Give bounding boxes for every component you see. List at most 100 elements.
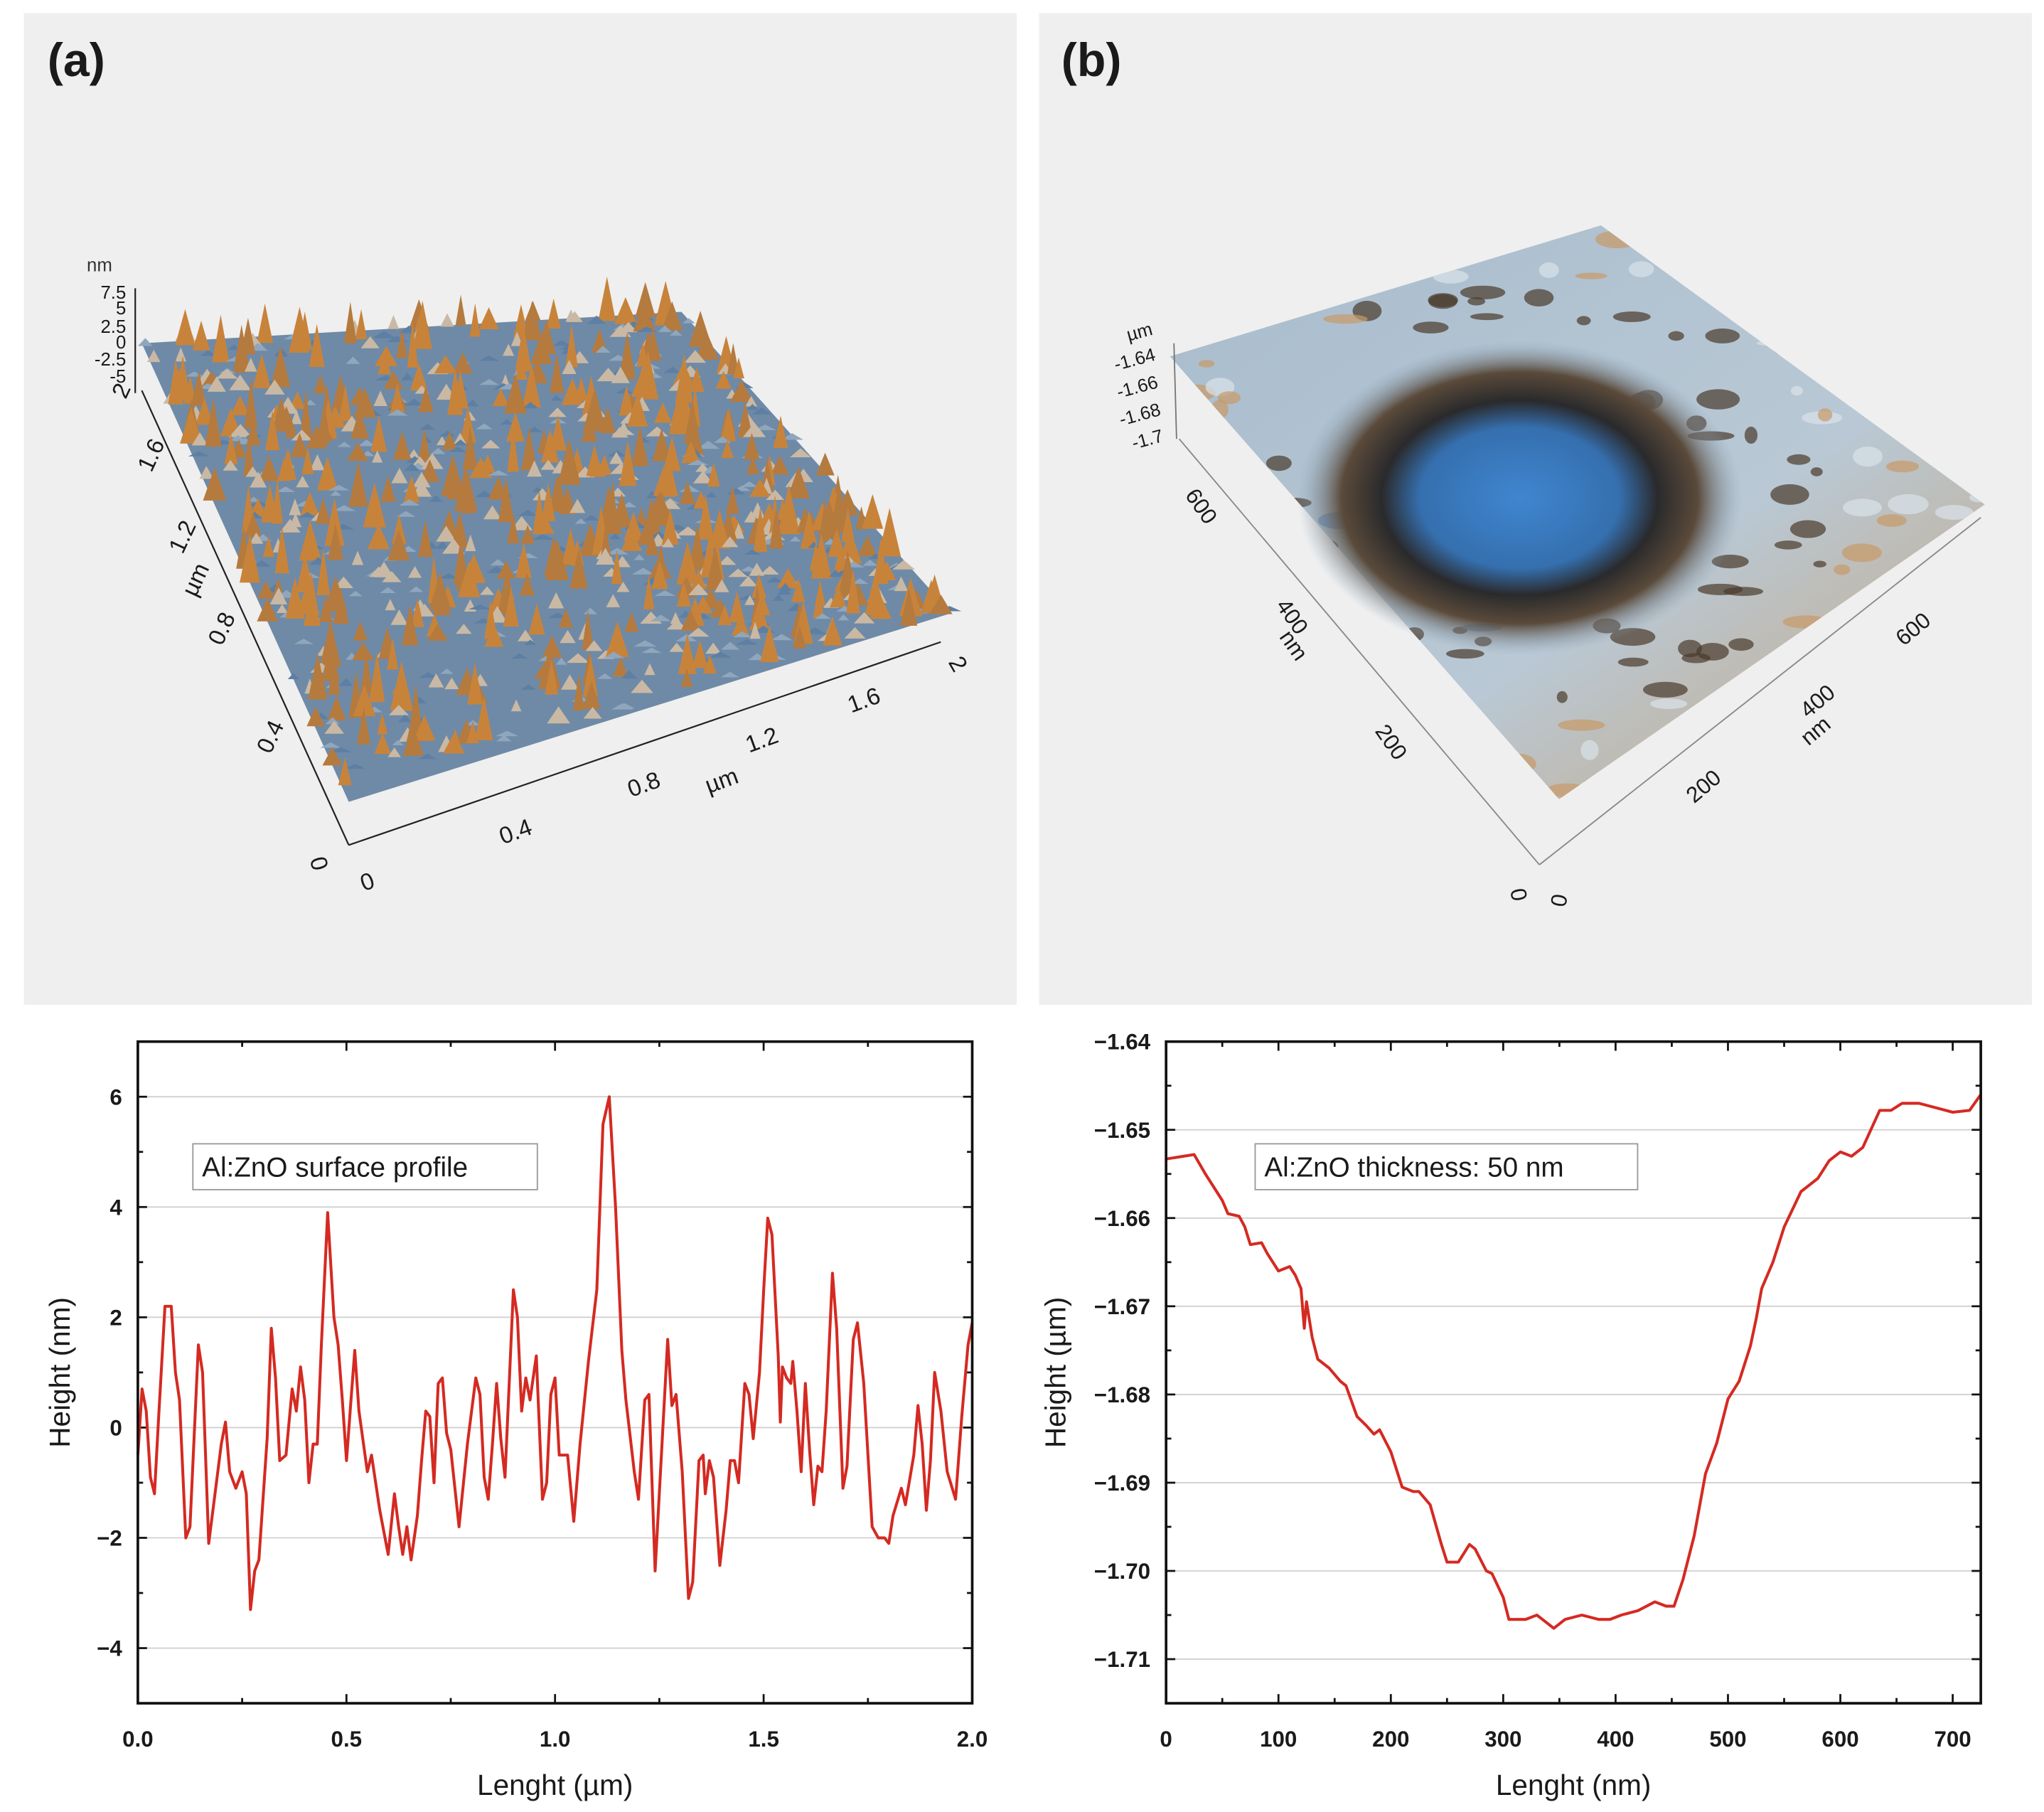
surface-spike: [291, 430, 313, 441]
surface-spike: [749, 479, 771, 497]
surface-spike: [661, 301, 683, 331]
surface-spike: [678, 634, 697, 674]
surface-spike: [308, 653, 328, 700]
x-tick-label: 300: [1484, 1727, 1521, 1752]
surface-spike: [851, 578, 869, 585]
surface-spike: [582, 681, 601, 709]
surface-spike: [619, 440, 637, 486]
surface-spike: [549, 415, 567, 451]
surface-spike: [772, 595, 784, 601]
surface-spike: [447, 368, 464, 415]
surface-spike: [862, 559, 878, 566]
surface-spike: [611, 703, 634, 710]
surface-spike: [605, 621, 629, 658]
surface-spike: [770, 634, 793, 641]
surface-spike: [229, 435, 247, 442]
surface-grain: [1774, 540, 1802, 550]
surface-spike: [507, 513, 520, 543]
surface-spike: [419, 423, 436, 430]
surface-grain: [1813, 560, 1826, 567]
surface-spike: [565, 324, 578, 368]
surface-grain: [1668, 331, 1684, 341]
surface-spike: [299, 389, 312, 439]
y-tick-label: 4: [109, 1195, 122, 1220]
surface-spike: [465, 534, 476, 551]
surface-spike: [900, 588, 918, 626]
surface-spike: [545, 659, 559, 695]
surface-spike: [718, 555, 737, 565]
y-tick-label: −1.68: [1094, 1382, 1150, 1407]
surface-spike: [662, 538, 674, 548]
surface-profile-chart: −4 −2 0 2 4 6 0.0 0.5 1.0 1.5 2.0 Al:ZnO surface pr…: [43, 1040, 988, 1801]
surface-spike: [428, 673, 444, 688]
surface-spike: [583, 515, 600, 521]
surface-spike: [138, 338, 153, 346]
surface-spike: [585, 640, 603, 651]
surface-spike: [548, 407, 567, 417]
surface-spike: [360, 336, 380, 348]
surface-spike: [651, 560, 668, 590]
surface-spike: [383, 371, 404, 389]
surface-spike: [357, 707, 371, 745]
surface-spike: [418, 385, 434, 412]
surface-grain: [1810, 467, 1823, 476]
surface-spike: [306, 425, 328, 449]
surface-spike: [547, 706, 570, 724]
surface-grain: [1580, 740, 1599, 760]
surface-spike: [262, 535, 274, 558]
surface-spike: [451, 511, 469, 548]
surface-spike: [624, 612, 638, 632]
surface-grain: [1576, 316, 1591, 326]
surface-spike: [721, 439, 734, 459]
surface-spike: [244, 357, 257, 372]
surface-spike: [352, 641, 375, 661]
surface-spike: [621, 530, 642, 551]
z-tick: -2.5: [95, 350, 126, 370]
surface-spike: [652, 428, 671, 462]
surface-spike: [521, 426, 537, 471]
surface-spike: [527, 460, 542, 477]
surface-spike: [733, 631, 751, 638]
surface-spike: [299, 511, 316, 518]
surface-spike: [744, 595, 756, 605]
y-tick-label: −1.67: [1094, 1294, 1150, 1319]
surface-spike: [815, 452, 835, 476]
surface-spike: [324, 498, 345, 546]
surface-spike: [598, 276, 616, 321]
surface-grain: [1770, 484, 1809, 505]
surface-spike: [627, 393, 648, 427]
y-axis-line: [1178, 438, 1540, 865]
surface-spike: [631, 567, 655, 575]
surface-spike: [397, 714, 412, 723]
surface-spike: [562, 359, 577, 374]
surface-spike: [396, 511, 416, 517]
surface-spike: [453, 439, 468, 446]
surface-spike: [720, 671, 739, 678]
surface-spike: [658, 325, 673, 332]
surface-spike: [455, 294, 466, 326]
surface-spike: [681, 441, 700, 464]
surface-spike: [869, 596, 892, 619]
surface-grain: [1323, 314, 1368, 324]
surface-spike: [766, 577, 783, 582]
surface-spike: [274, 526, 289, 574]
surface-spike: [200, 350, 217, 356]
surface-spike: [191, 432, 208, 446]
surface-spike: [791, 577, 806, 602]
surface-spike: [316, 548, 331, 596]
surface-spike: [609, 325, 632, 337]
surface-spike: [320, 742, 341, 748]
surface-spike: [729, 380, 754, 403]
surface-spike: [601, 490, 622, 534]
surface-spike: [458, 560, 481, 597]
thickness-profile-chart: −1.64 −1.65 −1.66 −1.67 −1.68 −1.69 −1.70 −1.71…: [1039, 1030, 1982, 1801]
surface-spike: [306, 706, 325, 727]
surface-spike: [277, 457, 291, 481]
panel-a-label: (a): [48, 34, 105, 87]
surface-spike: [327, 523, 344, 560]
surface-spike: [596, 548, 615, 565]
surface-spike: [453, 536, 469, 585]
surface-spike: [684, 350, 707, 363]
surface-spike: [207, 376, 226, 392]
surface-spike: [380, 475, 396, 502]
